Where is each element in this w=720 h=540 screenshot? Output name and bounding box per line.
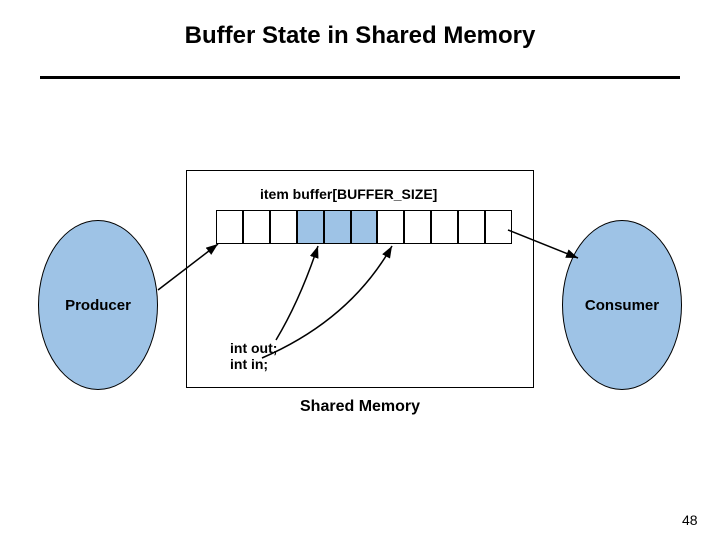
buffer-cell bbox=[324, 210, 351, 244]
buffer-cell bbox=[377, 210, 404, 244]
buffer-cell bbox=[216, 210, 243, 244]
producer-ellipse: Producer bbox=[38, 220, 158, 390]
consumer-label: Consumer bbox=[585, 297, 659, 314]
buffer-cell bbox=[351, 210, 378, 244]
buffer-cell bbox=[485, 210, 512, 244]
buffer-cell bbox=[297, 210, 324, 244]
buffer-array bbox=[216, 210, 512, 244]
shared-memory-caption: Shared Memory bbox=[300, 398, 420, 416]
page-number: 48 bbox=[682, 512, 698, 528]
buffer-cell bbox=[404, 210, 431, 244]
buffer-declaration-label: item buffer[BUFFER_SIZE] bbox=[260, 186, 437, 202]
buffer-cell bbox=[243, 210, 270, 244]
title-underline bbox=[40, 76, 680, 79]
consumer-ellipse: Consumer bbox=[562, 220, 682, 390]
buffer-cell bbox=[431, 210, 458, 244]
producer-label: Producer bbox=[65, 297, 131, 314]
slide-title: Buffer State in Shared Memory bbox=[0, 22, 720, 50]
pointer-variables: int out; int in; bbox=[230, 340, 277, 372]
buffer-cell bbox=[458, 210, 485, 244]
buffer-cell bbox=[270, 210, 297, 244]
